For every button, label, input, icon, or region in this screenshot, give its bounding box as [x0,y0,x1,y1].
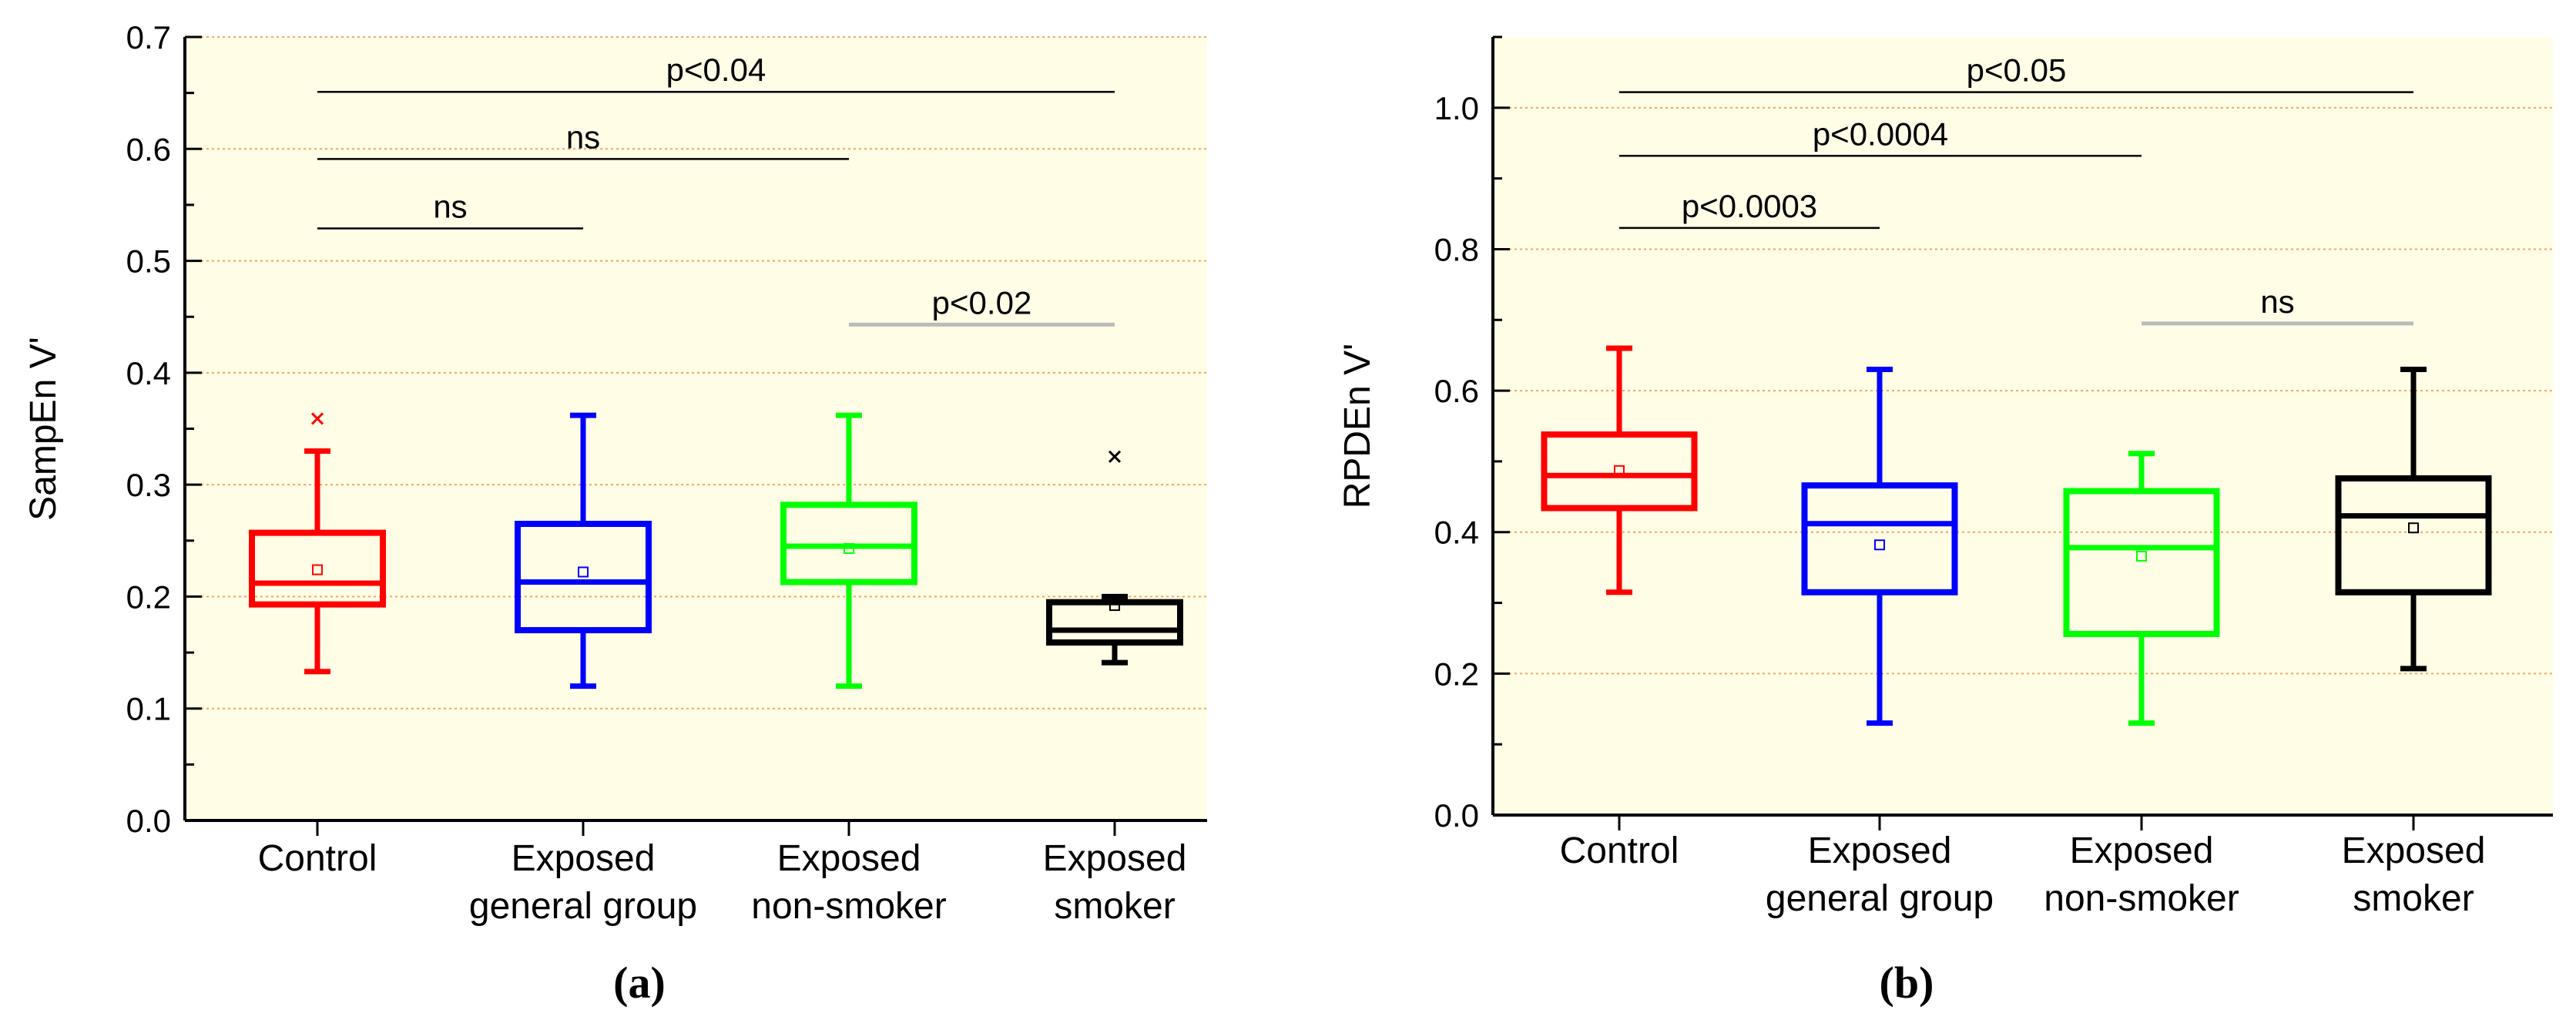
x-category-label: Exposed [2070,830,2214,871]
mean-marker [2136,550,2147,562]
y-tick-label: 0.4 [126,355,171,391]
iqr-box [2063,488,2220,637]
y-tick-label: 0.0 [1434,797,1479,834]
y-tick-label: 0.6 [1434,373,1479,409]
iqr-box [1541,431,1698,512]
y-tick-label: 0.7 [126,19,171,55]
y-tick-label: 0.4 [1434,515,1479,551]
plot-background [1493,37,2553,815]
mean-marker [312,564,323,575]
plot-background [185,37,1207,820]
iqr-box [1046,599,1183,646]
x-category-label: Exposed [1043,838,1187,879]
significance-label: p<0.02 [932,284,1032,320]
iqr-box [1801,482,1958,596]
significance-label: p<0.05 [1967,52,2067,89]
iqr-box [2335,475,2492,596]
significance-label: ns [2260,284,2294,320]
y-axis-title: RPDEn V' [1337,344,1378,509]
x-category-label: Control [258,838,377,879]
x-category-label: non-smoker [751,886,946,927]
x-category-label: smoker [2353,878,2474,919]
x-category-label: Exposed [1808,830,1952,871]
outlier-marker [1108,450,1122,463]
panel-a-chart: 0.0 0.1 0.2 0.3 0.4 0.5 0.6 0.7 SampEn V' Control… [23,19,1207,1008]
x-category-label: Control [1560,830,1679,871]
mean-marker [2408,522,2419,534]
iqr-box [780,502,917,585]
x-category-label: Exposed [2342,830,2486,871]
y-tick-label: 0.0 [126,803,171,839]
box-1 [1801,367,1958,726]
significance-label: p<0.04 [666,52,766,88]
x-category-label: Exposed [512,838,656,879]
x-category-label: non-smoker [2044,878,2239,919]
mean-marker [844,542,854,554]
y-axis-title: SampEn V' [23,337,64,521]
box-2 [2063,451,2220,726]
box-3 [2335,367,2492,672]
panel-label: (b) [1880,958,1934,1008]
iqr-box [515,520,652,634]
y-tick-label: 0.1 [126,691,171,727]
box-2 [780,412,917,689]
y-tick-label: 0.8 [1434,231,1479,267]
x-category-label: general group [469,886,697,927]
y-tick-label: 1.0 [1434,90,1479,126]
x-category-label: Exposed [777,838,921,879]
x-category-label: smoker [1054,886,1175,927]
outlier-marker [310,412,324,425]
box-1 [515,412,652,689]
significance-label: p<0.0004 [1813,116,1948,152]
mean-marker [578,566,589,578]
x-category-label: general group [1766,878,1994,919]
box-0 [1541,345,1698,596]
y-tick-label: 0.6 [126,131,171,167]
mean-marker [1614,465,1625,476]
significance-label: ns [433,188,467,224]
iqr-box [249,529,386,608]
box-0 [249,412,386,675]
box-3 [1046,450,1183,666]
mean-marker [1874,539,1885,551]
y-tick-label: 0.2 [1434,656,1479,692]
panel-b-chart: 0.0 0.2 0.4 0.6 0.8 1.0 RPDEn V' Control Exposed… [1337,35,2553,1008]
y-tick-label: 0.5 [126,243,171,280]
panel-label: (a) [613,958,666,1008]
y-tick-label: 0.2 [126,579,171,615]
significance-label: ns [566,119,600,155]
mean-marker [1109,600,1120,612]
y-tick-label: 0.3 [126,467,171,503]
significance-label: p<0.0003 [1682,188,1817,224]
